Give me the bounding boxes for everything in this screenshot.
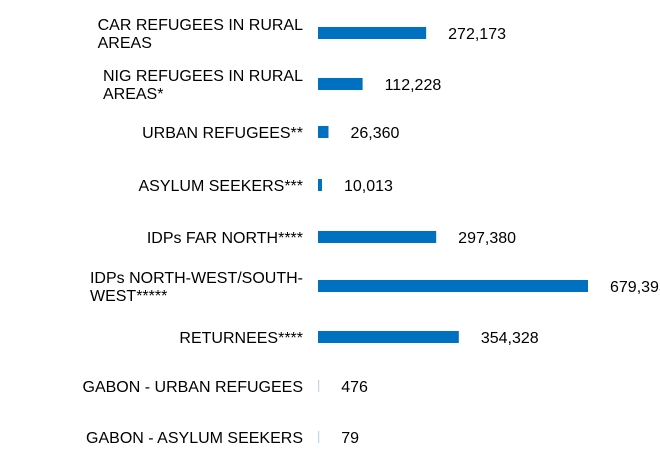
bar xyxy=(318,179,322,191)
bar xyxy=(318,431,320,443)
category-label: URBAN REFUGEES** xyxy=(142,125,303,142)
data-label: 272,173 xyxy=(448,26,506,43)
bar xyxy=(318,331,459,343)
data-label: 476 xyxy=(341,379,368,396)
bar xyxy=(318,231,437,243)
category-label: GABON - URBAN REFUGEES xyxy=(83,379,303,396)
bar xyxy=(318,126,329,138)
data-label: 297,380 xyxy=(458,230,516,247)
category-label: AREAS* xyxy=(103,86,163,103)
category-label: ASYLUM SEEKERS*** xyxy=(138,178,303,195)
category-label: CAR REFUGEES IN RURAL xyxy=(98,17,303,34)
data-label: 679,393 xyxy=(610,279,660,296)
bar xyxy=(318,280,588,292)
category-label: NIG REFUGEES IN RURAL xyxy=(103,68,303,85)
category-label: GABON - ASYLUM SEEKERS xyxy=(86,430,303,447)
category-label: RETURNEES**** xyxy=(179,330,303,347)
data-label: 10,013 xyxy=(344,178,393,195)
bar xyxy=(318,27,427,39)
data-label: 354,328 xyxy=(481,330,539,347)
category-label: AREAS xyxy=(98,35,152,52)
category-label: WEST***** xyxy=(90,288,167,305)
bar xyxy=(318,380,320,392)
bar xyxy=(318,78,363,90)
data-label: 79 xyxy=(341,430,359,447)
data-label: 26,360 xyxy=(350,125,399,142)
category-label: IDPs FAR NORTH**** xyxy=(147,230,303,247)
category-label: IDPs NORTH-WEST/SOUTH- xyxy=(90,270,303,287)
data-label: 112,228 xyxy=(385,77,442,94)
